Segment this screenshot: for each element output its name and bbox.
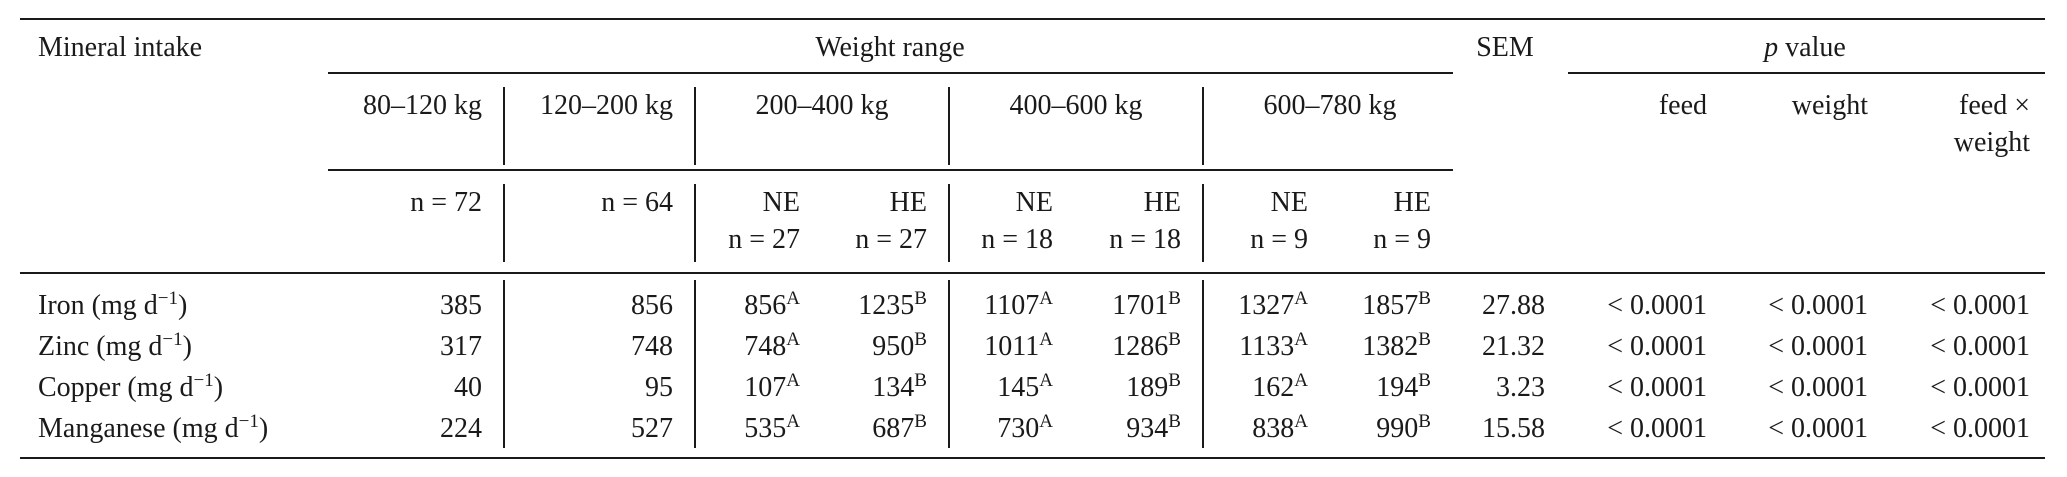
p-col-feed: feed — [1658, 90, 1707, 121]
header-separator — [948, 87, 950, 165]
n-ne-600-780: n = 9 — [1250, 224, 1308, 255]
table-cell: 27.88 — [1482, 290, 1545, 321]
p-value-header: p value — [1700, 34, 1910, 62]
n-ne-400-600: n = 18 — [981, 224, 1053, 255]
sem-header: SEM — [1476, 32, 1534, 63]
row-label: Copper (mg d−1) — [38, 369, 224, 403]
top-rule — [20, 18, 2045, 20]
p-symbol: p — [1764, 32, 1779, 63]
table-cell: < 0.0001 — [1930, 413, 2030, 444]
table-cell: 194B — [1376, 369, 1431, 403]
table-cell: 134B — [872, 369, 927, 403]
table-cell: 1327A — [1238, 287, 1308, 321]
range-120-200: 120–200 kg — [540, 90, 673, 121]
p-col-weight: weight — [1791, 90, 1868, 121]
body-separator — [948, 280, 950, 448]
table-cell: 162A — [1252, 369, 1308, 403]
weight-range-header: Weight range — [815, 32, 965, 63]
he-label: HE — [1393, 187, 1431, 218]
header-separator — [503, 184, 505, 262]
n-he-200-400: n = 27 — [855, 224, 927, 255]
table-cell: 1701B — [1112, 287, 1181, 321]
ne-label: NE — [1270, 187, 1308, 218]
table-cell: 15.58 — [1482, 413, 1545, 444]
body-separator — [1202, 280, 1204, 448]
table-cell: 1107A — [984, 287, 1053, 321]
range-600-780: 600–780 kg — [1263, 90, 1397, 121]
table-cell: 145A — [997, 369, 1053, 403]
table-cell: < 0.0001 — [1607, 290, 1707, 321]
n-he-400-600: n = 18 — [1109, 224, 1181, 255]
ne-label: NE — [1015, 187, 1053, 218]
table-cell: 687B — [872, 410, 927, 444]
table-cell: 730A — [997, 410, 1053, 444]
bottom-rule — [20, 457, 2045, 459]
table-cell: 1857B — [1362, 287, 1431, 321]
table-cell: 21.32 — [1482, 331, 1545, 362]
table-cell: 990B — [1376, 410, 1431, 444]
body-separator — [694, 280, 696, 448]
header-separator — [948, 184, 950, 262]
table-cell: 856 — [631, 290, 673, 321]
range-subheader-rule — [328, 169, 1453, 171]
table-cell: 1286B — [1112, 328, 1181, 362]
table-cell: 527 — [631, 413, 673, 444]
n-120-200: n = 64 — [601, 187, 673, 218]
table-cell: 189B — [1126, 369, 1181, 403]
header-separator — [1202, 184, 1204, 262]
ne-label: NE — [762, 187, 800, 218]
p-col-weight-2: weight — [1953, 127, 2030, 158]
table-cell: 3.23 — [1496, 372, 1545, 403]
table-cell: 934B — [1126, 410, 1181, 444]
table-cell: 748A — [744, 328, 800, 362]
range-400-600: 400–600 kg — [1009, 90, 1143, 121]
table-cell: 1382B — [1362, 328, 1431, 362]
table-cell: 107A — [744, 369, 800, 403]
weight-range-rule — [328, 72, 1453, 74]
he-label: HE — [1143, 187, 1181, 218]
header-separator — [694, 87, 696, 165]
table-cell: 40 — [454, 372, 482, 403]
n-he-600-780: n = 9 — [1373, 224, 1431, 255]
p-value-label: value — [1778, 32, 1846, 63]
table-cell: 838A — [1252, 410, 1308, 444]
stub-header: Mineral intake — [38, 32, 203, 63]
table-cell: 385 — [440, 290, 482, 321]
body-separator — [503, 280, 505, 448]
table-cell: 748 — [631, 331, 673, 362]
table-cell: 1133A — [1239, 328, 1308, 362]
table-cell: < 0.0001 — [1930, 290, 2030, 321]
table-cell: < 0.0001 — [1768, 331, 1868, 362]
table-cell: 1235B — [858, 287, 927, 321]
he-label: HE — [889, 187, 927, 218]
table-cell: 535A — [744, 410, 800, 444]
row-label: Manganese (mg d−1) — [38, 410, 269, 444]
header-bottom-rule — [20, 272, 2045, 274]
table-cell: < 0.0001 — [1930, 372, 2030, 403]
header-separator — [1202, 87, 1204, 165]
table-cell: < 0.0001 — [1768, 413, 1868, 444]
table-cell: < 0.0001 — [1607, 413, 1707, 444]
table-cell: < 0.0001 — [1607, 331, 1707, 362]
table-cell: < 0.0001 — [1930, 331, 2030, 362]
range-80-120: 80–120 kg — [363, 90, 482, 121]
table-cell: 224 — [440, 413, 482, 444]
p-value-rule — [1568, 72, 2045, 74]
range-200-400: 200–400 kg — [755, 90, 889, 121]
header-separator — [503, 87, 505, 165]
p-col-feed-x: feed × — [1959, 90, 2030, 121]
table-cell: 95 — [645, 372, 673, 403]
table-cell: 950B — [872, 328, 927, 362]
row-label: Zinc (mg d−1) — [38, 328, 192, 362]
n-80-120: n = 72 — [410, 187, 482, 218]
row-label: Iron (mg d−1) — [38, 287, 188, 321]
table-cell: 1011A — [984, 328, 1053, 362]
table-cell: < 0.0001 — [1768, 372, 1868, 403]
table-cell: 317 — [440, 331, 482, 362]
header-separator — [694, 184, 696, 262]
table-cell: 856A — [744, 287, 800, 321]
table-cell: < 0.0001 — [1607, 372, 1707, 403]
table-cell: < 0.0001 — [1768, 290, 1868, 321]
n-ne-200-400: n = 27 — [728, 224, 800, 255]
